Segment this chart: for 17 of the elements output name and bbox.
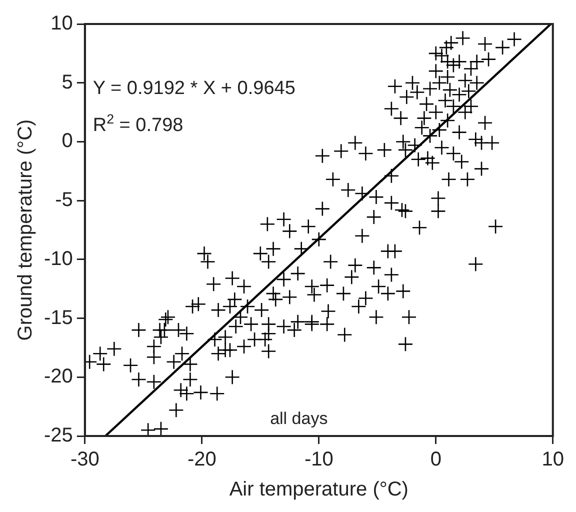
y-axis-title: Ground temperature (°C) (14, 119, 37, 341)
y-tick-label: 0 (62, 130, 73, 152)
x-axis-title: Air temperature (°C) (229, 478, 408, 501)
y-tick-label: -10 (44, 248, 73, 270)
x-tick-label: -10 (304, 448, 334, 471)
y-tick-label: -25 (44, 424, 73, 447)
y-tick-label: 5 (62, 71, 73, 94)
x-tick-label: 10 (542, 448, 564, 471)
x-tick-label: 0 (430, 448, 442, 471)
y-tick-label: -5 (55, 189, 73, 212)
annotation: Y = 0.9192 * X + 0.9645 (92, 78, 296, 99)
y-tick-label: -20 (44, 366, 73, 388)
x-tick-label: -30 (70, 448, 100, 471)
y-tick-label: 10 (50, 12, 73, 35)
x-tick-label: -20 (187, 448, 216, 471)
annotation: all days (270, 409, 328, 428)
y-tick-label: -15 (44, 306, 73, 329)
